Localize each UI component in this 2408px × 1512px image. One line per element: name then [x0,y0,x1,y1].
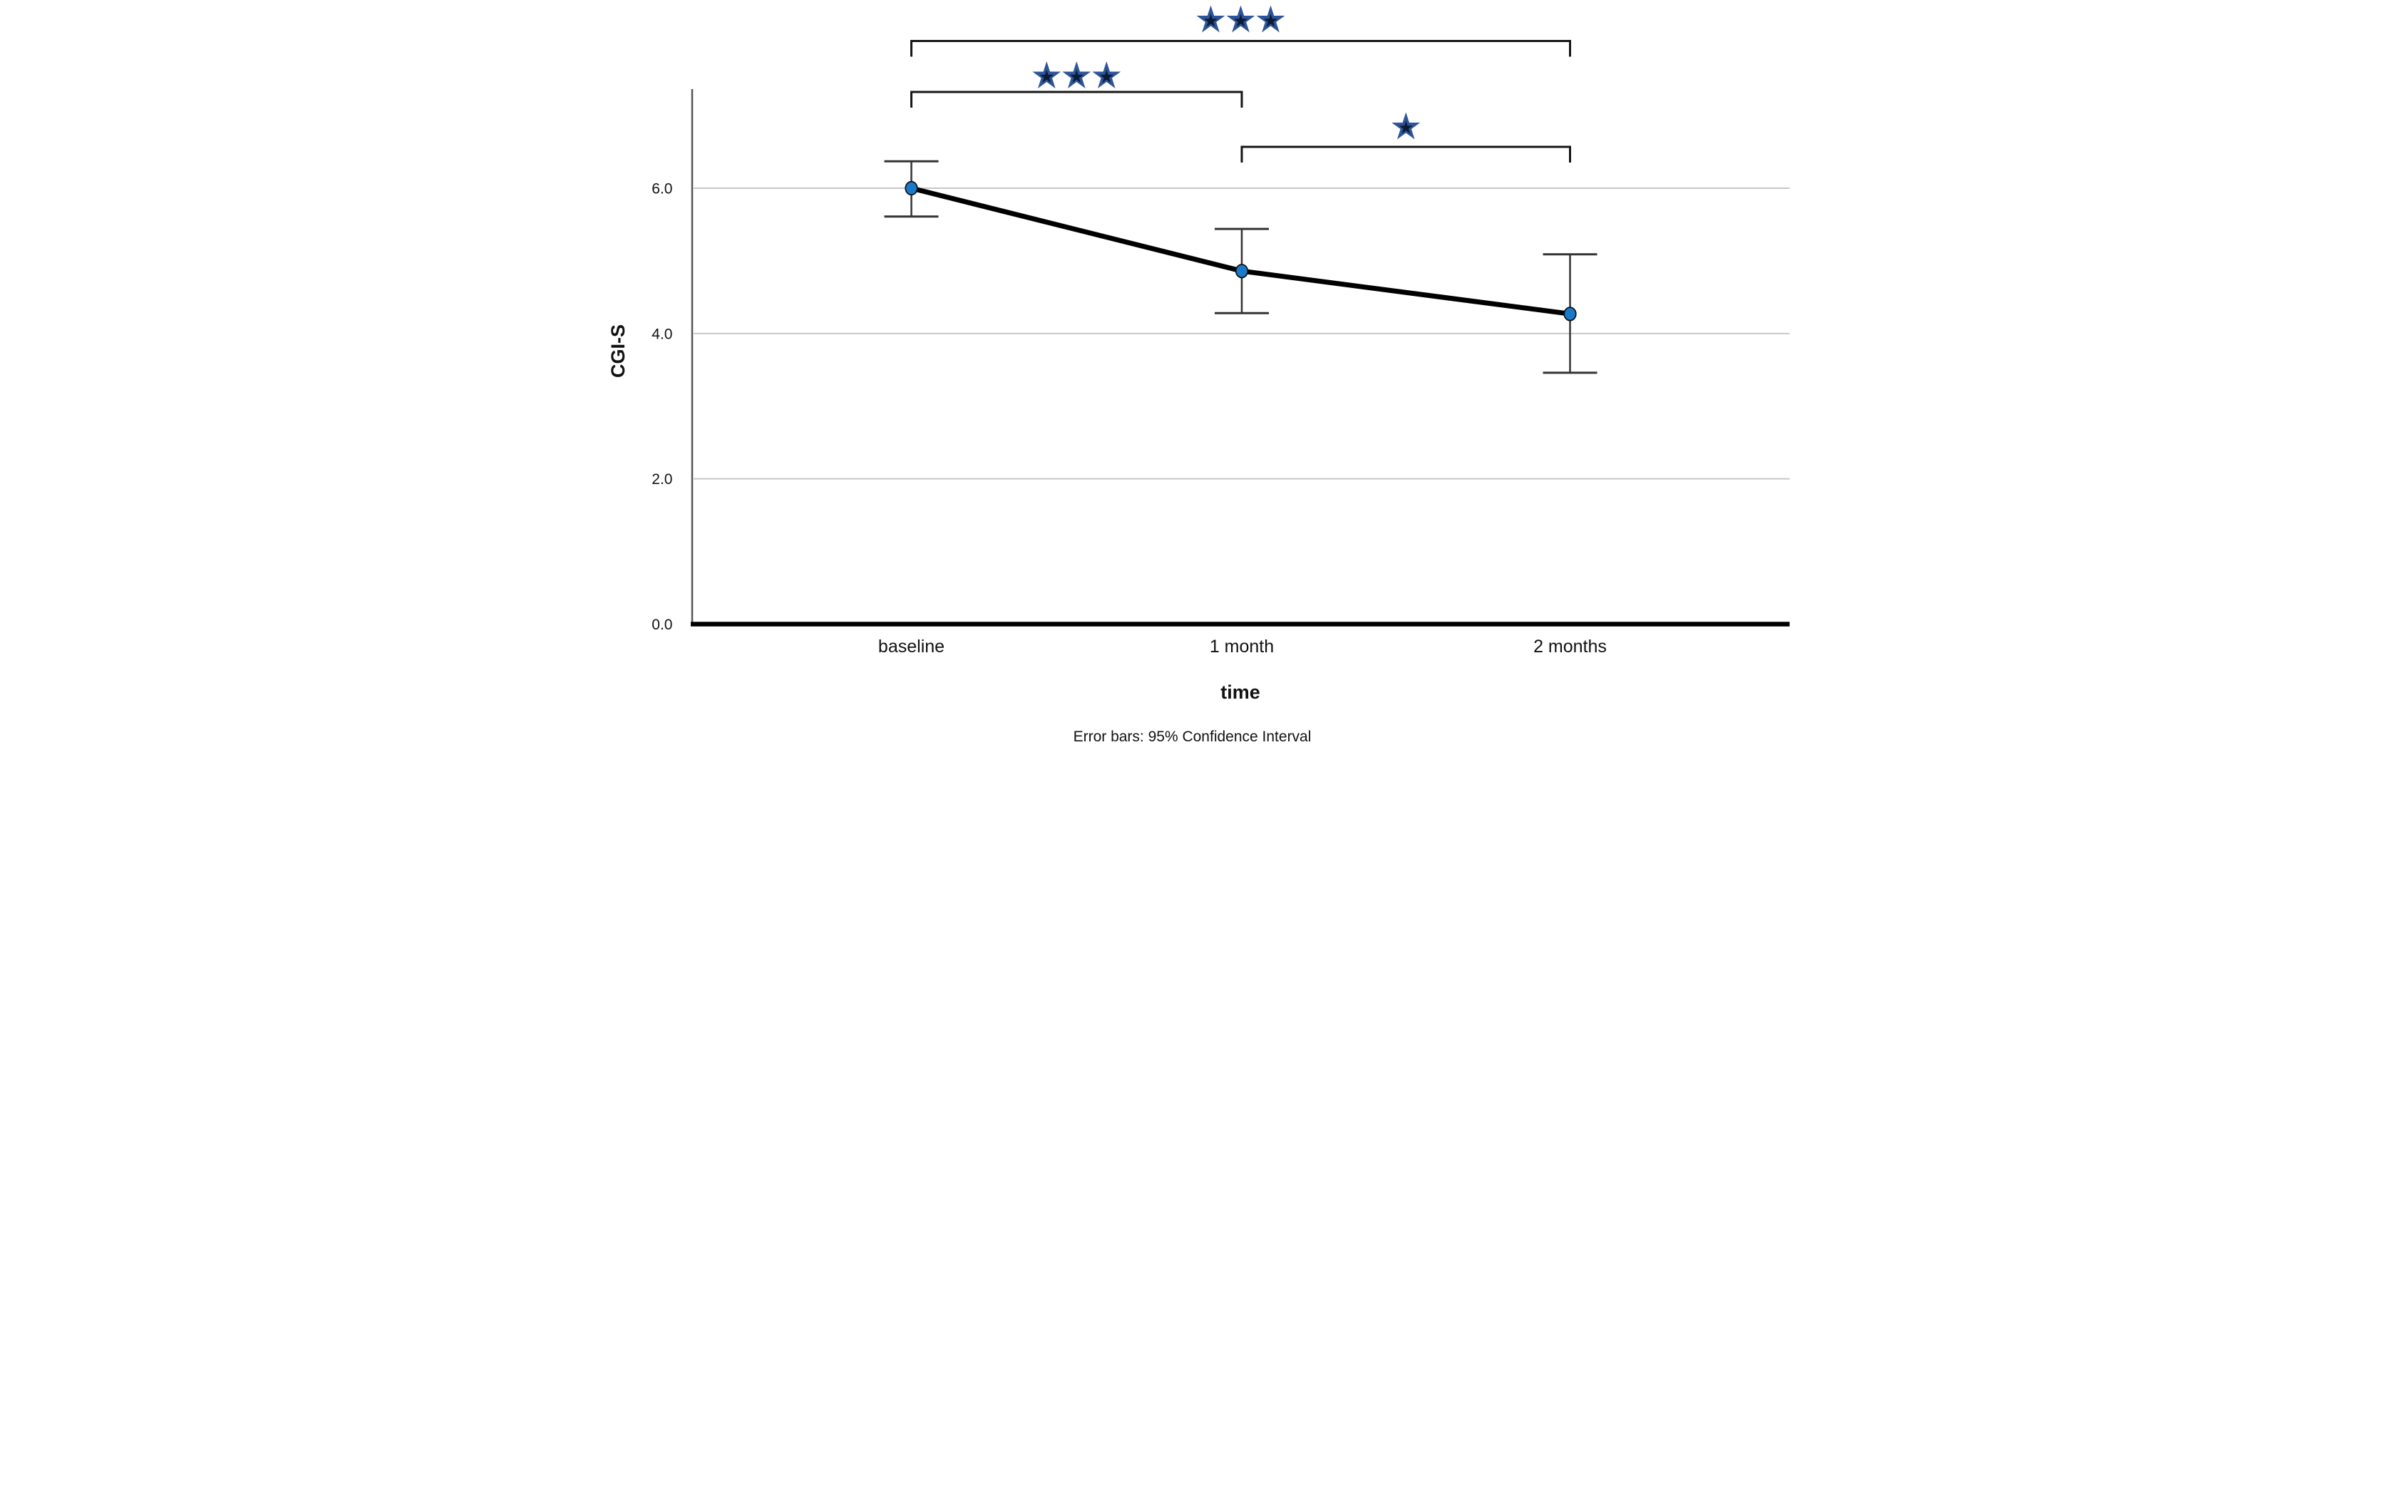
significance-star-inner-icon [1263,14,1277,27]
significance-star-inner-icon [1233,14,1247,27]
series-line [910,185,1570,317]
significance-brackets [910,5,1571,163]
ytick-label-0: 0.0 [652,617,672,633]
significance-star-inner-icon [1099,70,1113,83]
significance-star-inner-icon [1069,70,1084,83]
category-label-1-month: 1 month [1209,637,1273,657]
gridlines [693,187,1789,480]
data-points [904,180,1577,322]
chart-canvas: 6.0 4.0 2.0 0.0 baseline 1 month 2 month… [607,5,1789,745]
significance-star-inner-icon [1203,14,1218,27]
significance-bracket [910,61,1242,108]
category-label-baseline: baseline [878,637,944,657]
ytick-label-6: 6.0 [652,181,672,197]
cgi-s-line-chart: 6.0 4.0 2.0 0.0 baseline 1 month 2 month… [602,0,1806,756]
series-polyline [910,185,1570,317]
data-point-marker [904,180,918,196]
ytick-label-4: 4.0 [652,326,672,343]
significance-bracket [910,5,1571,57]
significance-star-inner-icon [1039,70,1054,83]
category-label-2-months: 2 months [1533,637,1607,657]
bracket-line [910,40,1571,57]
ytick-label-2: 2.0 [652,471,672,488]
y-axis-title: CGI-S [607,324,629,378]
bracket-line [1240,145,1571,163]
significance-bracket [1240,112,1571,163]
error-bars-footnote: Error bars: 95% Confidence Interval [1073,729,1311,745]
significance-star-inner-icon [1399,120,1413,134]
data-point-marker [1235,264,1248,279]
data-point-marker [1563,307,1577,322]
x-axis-title: time [1220,682,1260,703]
bracket-line [910,91,1242,108]
